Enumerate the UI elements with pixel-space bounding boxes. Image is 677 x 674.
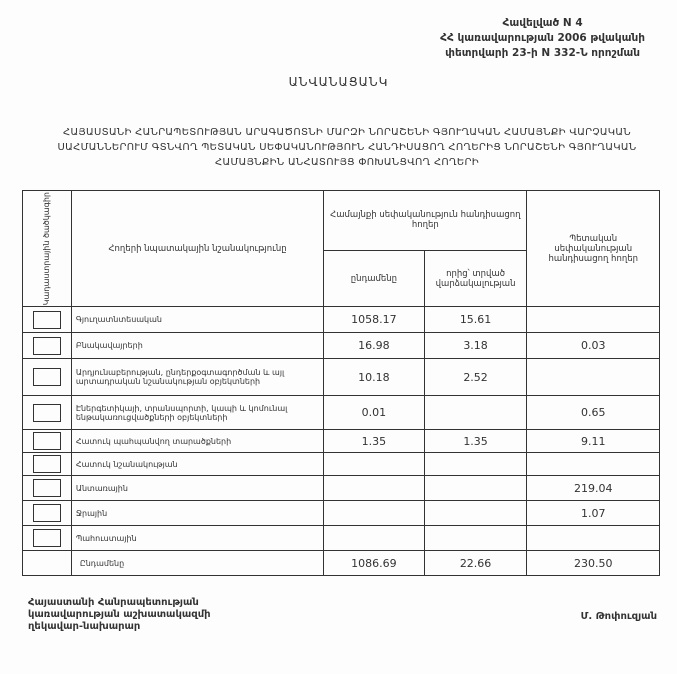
code-box bbox=[32, 368, 61, 387]
table-row: Բնակավայրերի 16.98 3.18 0.03 bbox=[22, 332, 660, 360]
of-which-cell bbox=[423, 475, 528, 502]
position-line: կառավարության աշխատակազմի bbox=[28, 609, 211, 620]
of-which-cell bbox=[423, 500, 528, 527]
state-cell: 9.11 bbox=[526, 429, 660, 454]
table-row: Պահուստային bbox=[22, 525, 660, 552]
purpose-cell: Էներգետիկայի, տրանսպորտի, կապի և կոմունա… bbox=[70, 395, 325, 431]
header-purpose: Հողերի նպատակային նշանակությունը bbox=[70, 189, 325, 308]
code-box bbox=[32, 455, 61, 474]
header-state: Պետական սեփականության հանդիսացող հողեր bbox=[526, 189, 660, 308]
purpose-cell: Գյուղատնտեսական bbox=[70, 306, 325, 334]
state-cell: 0.65 bbox=[526, 395, 660, 431]
code-cell bbox=[22, 452, 72, 477]
code-box bbox=[32, 529, 61, 548]
of-which-cell bbox=[423, 525, 528, 552]
code-cell bbox=[22, 332, 72, 360]
code-box bbox=[32, 432, 61, 451]
purpose-cell: Հատուկ պահպանվող տարածքների bbox=[70, 429, 325, 454]
code-box bbox=[32, 336, 61, 355]
table-row: Արդյունաբերության, ընդերքօգտագործման և ա… bbox=[22, 358, 660, 397]
document-title: ԱՆՎԱՆԱՑԱՆԿ bbox=[288, 75, 389, 89]
code-box bbox=[32, 403, 61, 422]
annex-header: Հավելված N 4 ՀՀ կառավարության 2006 թվակա… bbox=[440, 16, 645, 61]
table-row: Գյուղատնտեսական 1058.17 15.61 bbox=[22, 306, 660, 334]
purpose-cell: Արդյունաբերության, ընդերքօգտագործման և ա… bbox=[70, 358, 325, 397]
of-which-cell bbox=[423, 452, 528, 477]
purpose-cell: Պահուստային bbox=[70, 525, 325, 552]
total-cell: 1058.17 bbox=[323, 306, 425, 334]
code-cell bbox=[22, 475, 72, 502]
code-cell bbox=[22, 306, 72, 334]
annex-line: ՀՀ կառավարության 2006 թվականի bbox=[440, 32, 645, 44]
state-cell: 219.04 bbox=[526, 475, 660, 502]
total-cell bbox=[323, 475, 425, 502]
state-cell bbox=[526, 358, 660, 397]
state-cell bbox=[526, 452, 660, 477]
table-row: Հատուկ նշանակության bbox=[22, 452, 660, 477]
state-cell: 1.07 bbox=[526, 500, 660, 527]
annex-line: փետրվարի 23-ի N 332-Ն որոշման bbox=[445, 47, 640, 59]
table-row: Էներգետիկայի, տրանսպորտի, կապի և կոմունա… bbox=[22, 395, 660, 431]
code-box bbox=[32, 479, 61, 498]
signatory-position: Հայաստանի Հանրապետության կառավարության ա… bbox=[28, 597, 211, 633]
annex-line: Հավելված N 4 bbox=[502, 17, 583, 29]
code-box bbox=[32, 310, 61, 329]
header-community: Համայնքի սեփականություն հանդիսացող հողեր bbox=[323, 190, 528, 251]
of-which-cell: 1.35 bbox=[423, 429, 528, 454]
purpose-cell: Բնակավայրերի bbox=[70, 332, 325, 360]
code-box bbox=[32, 504, 61, 523]
purpose-cell: Անտառային bbox=[70, 475, 325, 502]
state-cell bbox=[526, 525, 660, 552]
header-of-which: որից՝ տրված վարձակալության bbox=[423, 249, 528, 308]
code-cell bbox=[22, 525, 72, 552]
totals-row: Ընդամենը 1086.69 22.66 230.50 bbox=[22, 550, 660, 577]
totals-state: 230.50 bbox=[526, 550, 660, 577]
of-which-cell: 2.52 bbox=[423, 358, 528, 397]
land-table: Կադաստրային ծածկագիր Հողերի նպատակային ն… bbox=[22, 189, 660, 577]
of-which-cell bbox=[423, 395, 528, 431]
code-cell bbox=[22, 500, 72, 527]
code-cell bbox=[22, 395, 72, 431]
code-cell bbox=[22, 429, 72, 454]
total-cell: 0.01 bbox=[323, 395, 425, 431]
document-subtitle: ՀԱՅԱՍՏԱՆԻ ՀԱՆՐԱՊԵՏՈՒԹՅԱՆ ԱՐԱԳԱԾՈՏՆԻ ՄԱՐԶ… bbox=[57, 127, 637, 168]
total-cell bbox=[323, 525, 425, 552]
header-code: Կադաստրային ծածկագիր bbox=[22, 189, 72, 308]
total-cell bbox=[323, 452, 425, 477]
of-which-cell: 3.18 bbox=[423, 332, 528, 360]
total-cell: 1.35 bbox=[323, 429, 425, 454]
header-total: ընդամենը bbox=[323, 249, 425, 308]
of-which-cell: 15.61 bbox=[423, 306, 528, 334]
state-cell: 0.03 bbox=[526, 332, 660, 360]
total-cell: 10.18 bbox=[323, 358, 425, 397]
code-cell bbox=[22, 358, 72, 397]
position-line: Հայաստանի Հանրապետության bbox=[28, 597, 199, 608]
table-row: Ջրային 1.07 bbox=[22, 500, 660, 527]
totals-label: Ընդամենը bbox=[70, 550, 325, 577]
totals-total: 1086.69 bbox=[323, 550, 425, 577]
total-cell bbox=[323, 500, 425, 527]
table-row: Անտառային 219.04 bbox=[22, 475, 660, 502]
table-row: Հատուկ պահպանվող տարածքների 1.35 1.35 9.… bbox=[22, 429, 660, 454]
totals-of-which: 22.66 bbox=[423, 550, 528, 577]
state-cell bbox=[526, 306, 660, 334]
purpose-cell: Հատուկ նշանակության bbox=[70, 452, 325, 477]
purpose-cell: Ջրային bbox=[70, 500, 325, 527]
position-line: ղեկավար-նախարար bbox=[28, 621, 141, 632]
total-cell: 16.98 bbox=[323, 332, 425, 360]
signatory-name: Մ. Թոփուզյան bbox=[580, 611, 657, 622]
